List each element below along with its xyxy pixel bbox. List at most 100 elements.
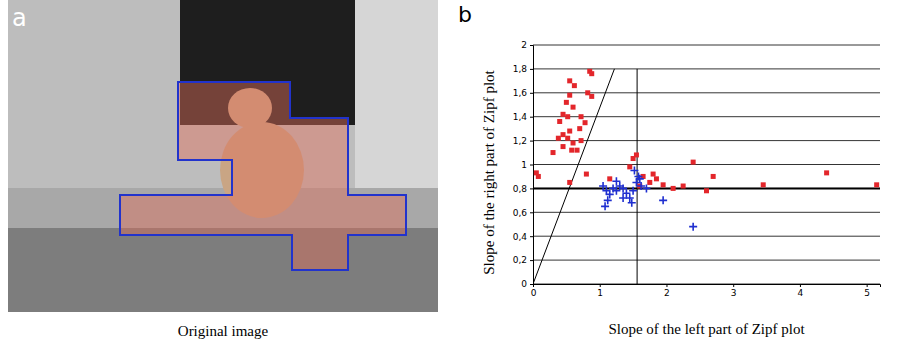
tick-label: 1 [521,160,527,170]
tick-mark [530,188,533,189]
plot-area [533,69,880,284]
grid-line [533,260,880,261]
point [612,177,620,185]
tick: 0 [521,279,533,289]
tick: 1,4 [513,112,533,122]
tick-label: 0,4 [513,232,528,242]
point [711,174,716,179]
figure: a Original image b 0 1 2 3 4 5 0 0,2 0,4 0,6 0,8 1 1,2 1… [0,0,897,350]
tick: 0 [531,284,537,298]
segmented-region [120,82,406,270]
tick-label: 1 [597,288,603,298]
point [636,175,644,183]
point [627,164,632,169]
tick-mark [530,212,533,213]
tick-mark [600,284,601,287]
tick-mark [666,284,667,287]
tick: 1 [521,160,533,170]
point [567,78,572,83]
tick: 2 [664,284,670,298]
grid-line [533,92,880,93]
point [571,105,576,110]
tick-label: 4 [798,288,804,298]
tick-mark [800,284,801,287]
point [607,176,612,181]
tick-label: 0,8 [513,184,528,194]
tick: 3 [731,284,737,298]
tick-label: 1,2 [513,136,527,146]
point [628,199,636,207]
tick-label: 0,6 [513,208,528,218]
tick: 0,8 [513,184,533,194]
point [824,170,829,175]
tick-mark [530,165,533,166]
point [704,188,709,193]
point [579,114,584,119]
point [569,148,574,153]
point [634,152,639,157]
point [583,120,588,125]
point [567,129,572,134]
y-axis: 0 0,2 0,4 0,6 0,8 1 1,2 1,4 1,6 1,8 2 [513,40,534,289]
tick-mark [530,69,533,70]
tick: 1,2 [513,136,533,146]
tick: 2 [521,40,533,50]
grid-line [533,45,880,46]
point [565,136,570,141]
grid-line [533,164,880,165]
point [567,180,572,185]
tick: 0,6 [513,208,533,218]
cobblestones [8,228,438,312]
tick-mark [530,260,533,261]
axis-line [530,46,534,285]
tick-mark [530,93,533,94]
point [629,187,637,195]
tick: 1,6 [513,88,533,98]
point [689,223,697,231]
tick-label: 1,4 [513,112,528,122]
tick-mark [530,117,533,118]
tick: 0,2 [513,255,533,265]
point [556,136,561,141]
point [874,182,879,187]
tick-label: 0,2 [513,255,527,265]
caption: Original image [178,323,269,339]
tick-label: 1,6 [513,88,528,98]
point [647,180,652,185]
point [557,119,562,124]
tick-mark [530,284,533,285]
point [619,194,627,202]
grid-line [533,236,880,237]
point [691,160,696,165]
point [551,150,556,155]
grid-line [533,68,880,69]
tick-label: 5 [864,288,870,298]
axis-line [534,285,881,288]
panel-letter: b [458,2,472,27]
x-axis-title: Slope of the left part of Zipf plot [608,321,805,337]
tick: 5 [864,284,870,298]
reference-line [533,69,614,284]
tick: 1 [597,284,603,298]
image-panel: a Original image [8,0,438,339]
point [561,132,566,137]
point [761,182,766,187]
right-wall [355,0,438,200]
point [567,93,572,98]
tick-label: 1,8 [513,64,528,74]
point [589,94,594,99]
point [654,176,659,181]
wall [8,0,438,312]
panel-letter: a [12,4,27,32]
point [642,184,650,192]
point [651,172,656,177]
tick-label: 0 [531,288,537,298]
point [571,140,576,145]
grid-line [533,116,880,117]
series [599,166,697,230]
point [601,202,609,210]
point [630,166,638,174]
point [584,172,589,177]
tick-mark [867,284,868,287]
point [575,148,580,153]
